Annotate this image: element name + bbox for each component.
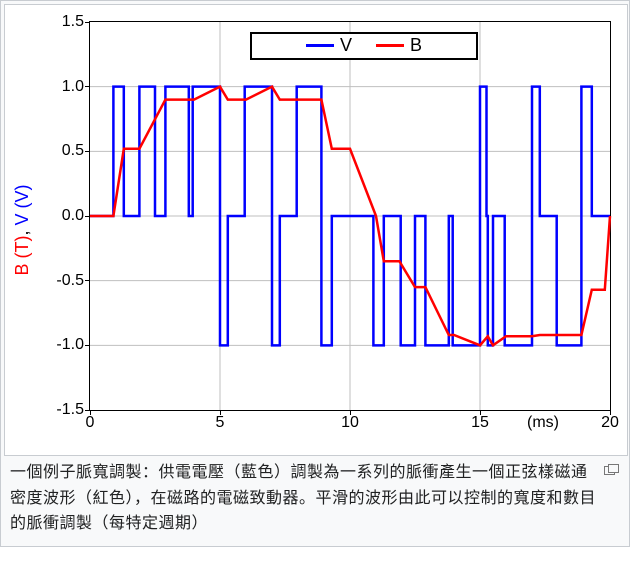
legend-swatch [306, 44, 334, 47]
ylabel-v: V (V) [12, 184, 32, 225]
figure-container: B (T), V (V) VB (ms) -1.5-1.0-0.50.00.51… [0, 0, 630, 547]
enlarge-icon[interactable] [604, 464, 620, 476]
plot-area: VB (ms) -1.5-1.0-0.50.00.51.01.505101520 [89, 21, 611, 411]
y-tick-label: 1.0 [54, 78, 90, 96]
x-tick-label: 15 [471, 410, 489, 432]
legend-label: B [410, 36, 422, 56]
y-tick-label: 0.0 [54, 207, 90, 225]
ylabel-sep: , [12, 226, 32, 236]
caption-row: 一個例子脈寬調製：供電電壓（藍色）調製為一系列的脈衝產生一個正弦樣磁通密度波形（… [4, 456, 626, 543]
series-svg [90, 22, 610, 410]
y-axis-label: B (T), V (V) [12, 184, 33, 275]
y-tick-label: -0.5 [54, 272, 90, 290]
legend-item: B [376, 36, 422, 56]
y-tick-label: 1.5 [54, 13, 90, 31]
caption-text: 一個例子脈寬調製：供電電壓（藍色）調製為一系列的脈衝產生一個正弦樣磁通密度波形（… [10, 460, 600, 537]
ylabel-b: B (T) [12, 236, 32, 276]
legend-label: V [340, 36, 352, 56]
x-tick-label: 5 [216, 410, 225, 432]
legend: VB [250, 32, 478, 60]
x-tick-label: 10 [341, 410, 359, 432]
legend-item: V [306, 36, 352, 56]
legend-swatch [376, 44, 404, 47]
y-tick-label: -1.0 [54, 336, 90, 354]
x-tick-label: 0 [86, 410, 95, 432]
x-units-label: (ms) [527, 414, 559, 432]
y-tick-label: 0.5 [54, 142, 90, 160]
chart-panel: B (T), V (V) VB (ms) -1.5-1.0-0.50.00.51… [4, 4, 628, 456]
x-tick-label: 20 [601, 410, 619, 432]
